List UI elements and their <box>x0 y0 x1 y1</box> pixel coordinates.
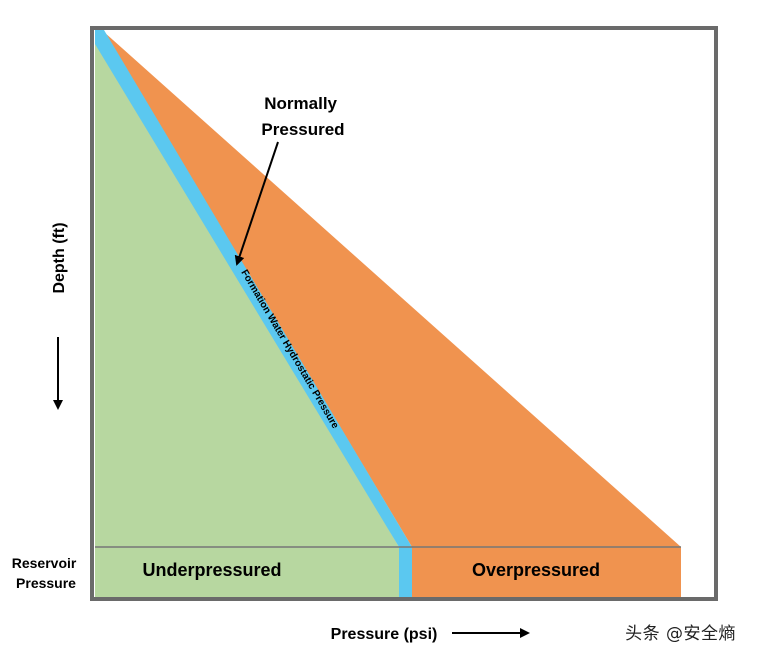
hydrostatic-pressure-band <box>95 30 412 597</box>
x-axis-label: Pressure (psi) <box>331 626 438 643</box>
watermark-text: 头条 @安全熵 <box>625 624 736 644</box>
normally-pressured-label: Normally Pressured <box>261 94 344 139</box>
reservoir-label-line-1: Reservoir <box>12 555 77 571</box>
normally-pressured-line-2: Pressured <box>261 120 344 139</box>
underpressured-region <box>95 30 399 597</box>
underpressured-label: Underpressured <box>142 560 281 580</box>
y-axis-label: Depth (ft) <box>51 222 68 293</box>
overpressured-label: Overpressured <box>472 560 600 580</box>
reservoir-label-line-2: Pressure <box>16 575 76 591</box>
overpressured-region <box>104 32 681 597</box>
reservoir-pressure-label: Reservoir Pressure <box>12 555 80 591</box>
normally-pressured-line-1: Normally <box>264 94 337 113</box>
normally-pressured-arrow <box>234 141 279 266</box>
plot-border <box>90 26 718 601</box>
